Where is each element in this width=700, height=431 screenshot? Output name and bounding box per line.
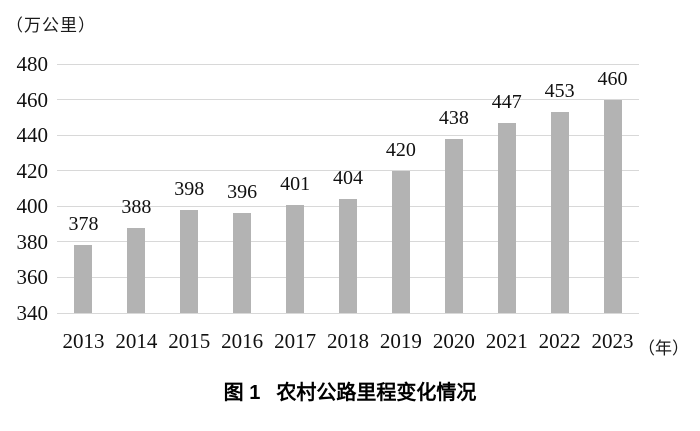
bar-2018 [339,199,357,313]
bar-value-label-2015: 398 [174,177,205,200]
x-tick-label-2018: 2018 [327,329,369,353]
bar-2013 [74,245,93,313]
gridline-y-420 [57,170,639,172]
y-tick-label: 340 [16,301,49,325]
y-tick-label: 480 [16,52,49,76]
x-tick-label-2014: 2014 [115,329,158,353]
x-tick-label-2021: 2021 [485,329,528,353]
gridline-y-340 [57,312,639,314]
x-axis-unit-label: （年） [638,339,689,358]
bar-2016 [233,213,252,313]
x-tick-label-2017: 2017 [274,329,317,353]
bar-value-label-2021: 447 [491,90,522,113]
x-tick-label-2019: 2019 [379,329,422,353]
bar-value-label-2018: 404 [333,167,363,190]
gridline-y-480 [57,63,639,65]
y-tick-label: 440 [16,123,49,148]
figure-caption: 图 1 农村公路里程变化情况 [0,376,700,405]
bar-value-label-2020: 438 [438,106,469,129]
bar-value-label-2022: 453 [544,80,575,103]
bar-value-label-2013: 378 [68,213,99,236]
bar-2022 [550,112,569,313]
bar-value-label-2019: 420 [385,138,416,161]
bar-2019 [391,170,410,313]
y-tick-label: 400 [16,194,49,219]
caption-title: 农村公路里程变化情况 [276,382,477,404]
bar-2017 [286,204,305,313]
y-tick-label: 460 [16,87,49,112]
bar-2023 [603,99,622,313]
x-tick-label-2020: 2020 [432,329,475,353]
bar-2015 [180,209,199,313]
x-tick-label-2016: 2016 [221,329,264,353]
y-tick-label: 360 [16,265,49,290]
gridline-y-460 [57,99,639,101]
bar-value-label-2016: 396 [227,181,258,204]
y-tick-label: 380 [16,229,49,254]
bar-value-label-2023: 460 [597,67,628,90]
bar-value-label-2017: 401 [280,172,311,195]
y-tick-label: 420 [16,158,49,183]
x-tick-label-2023: 2023 [591,329,634,353]
bar-2020 [444,138,463,313]
bar-value-label-2014: 388 [121,195,152,218]
caption-number: 图 1 [223,382,261,404]
gridline-y-440 [57,134,639,136]
bar-2021 [497,122,516,313]
x-tick-label-2013: 2013 [62,329,105,353]
y-axis-unit-label: （万公里） [6,16,96,35]
x-tick-label-2015: 2015 [168,329,211,353]
x-tick-label-2022: 2022 [538,329,581,353]
bar-2014 [127,227,146,313]
bar-chart-plot-area: 340 360 380 400 420 440 460 480 378 2013 388 2014 39… [17,53,639,353]
